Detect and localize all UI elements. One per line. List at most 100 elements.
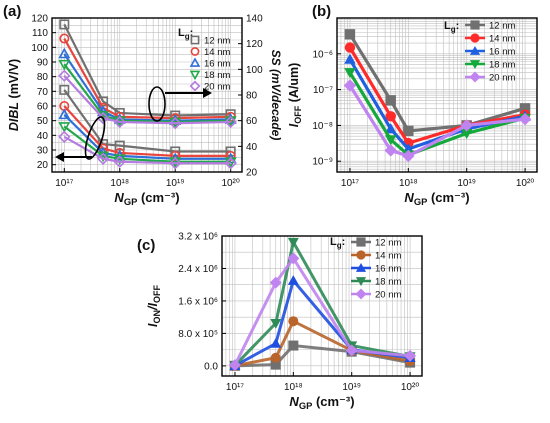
data-point [287,252,300,265]
data-point-dibl [58,108,71,120]
data-point-dibl [225,150,236,161]
legend-marker [356,250,366,260]
data-point [385,123,397,134]
x-tick-label: 10¹⁹ [166,178,185,189]
legend-label: 14 nm [489,34,515,45]
plot-frame [336,17,538,173]
data-point [269,276,282,289]
y-tick-label: 10⁻⁸ [312,121,333,132]
legend-label: 14 nm [204,47,230,58]
y-tick-label: 1.6 x 10⁶ [178,296,218,307]
legend-label: 12 nm [375,238,401,249]
y-tick-label: 0.0 [204,361,218,372]
legend-label: 20 nm [489,73,515,84]
data-point [344,29,356,40]
data-point [288,340,299,351]
y-tick-label: 50 [37,116,49,127]
y2-tick-label: 140 [246,14,263,25]
y-tick-label: 70 [37,87,49,98]
data-point [402,149,415,163]
x-tick-label: 10²⁰ [401,382,419,393]
data-point [343,79,357,92]
y-tick-label: 2.4 x 10⁶ [178,264,218,275]
data-point [287,237,299,248]
y2-axis-label: SS (mV/decade) [269,50,283,141]
y-tick-label: 120 [31,14,48,25]
x-tick-label: 10¹⁷ [55,178,73,189]
x-tick-label: 10¹⁹ [342,382,361,393]
y-tick-label: 110 [32,28,48,39]
legend-title: Lg: [330,236,345,250]
data-point-dibl [59,84,70,95]
x-tick-label: 10¹⁹ [457,178,476,189]
y-tick-label: 80 [37,72,49,83]
data-point-ss [224,115,237,129]
data-point [385,135,397,146]
data-point-dibl [58,122,71,133]
legend-label: 16 nm [375,264,401,275]
data-point [344,42,356,53]
y-tick-label: 10⁻⁷ [313,85,333,96]
series-line-ss [63,53,231,122]
legend-label: 16 nm [489,47,515,58]
legend-title: Lg: [444,20,459,34]
y2-tick-label: 80 [246,91,258,102]
legend-marker [356,237,366,247]
data-point-ss [59,19,70,30]
chart-panel: 10¹⁷ 10¹⁸ 10¹⁹ 10²⁰ 0.0 8.0 x 10⁵ 1.6 x 10⁶ 2.4… [137,232,423,411]
data-point [460,119,473,132]
y-tick-label: 40 [37,131,49,142]
panel-label: (c) [137,237,155,254]
legend-marker [355,262,367,272]
legend-marker [469,60,481,70]
annotation-ellipse-left [84,116,106,160]
legend-marker [469,71,481,83]
plot-frame [221,235,423,377]
data-point [384,144,397,157]
legend-marker [470,20,480,30]
x-axis-label: NGP (cm⁻³) [289,394,354,411]
series-line-ss [63,75,231,125]
data-point [287,275,299,285]
data-point [270,318,282,329]
data-point-dibl [58,130,71,143]
panel-label: (b) [312,3,331,20]
series-line [348,71,526,157]
data-point-dibl [113,155,126,168]
panel-label: (a) [3,3,21,20]
data-point [385,95,396,106]
x-tick-label: 10¹⁸ [399,178,418,189]
legend-marker [355,277,367,287]
data-point-ss [58,69,71,82]
data-point [288,316,299,327]
series-line-dibl [63,135,231,165]
chart-panel: 10¹⁷ 10¹⁸ 10¹⁹ 10²⁰ 10⁻⁹ 10⁻⁸ 10⁻⁷ 10⁻⁶ NGP (cm⁻… [287,3,538,207]
data-point-dibl [169,157,182,170]
x-axis-label: NGP (cm⁻³) [404,190,469,207]
y-tick-label: 8.0 x 10⁵ [178,329,218,340]
legend-label: 20 nm [375,290,401,301]
data-point [344,68,356,79]
y2-tick-label: 20 [246,168,258,179]
y-axis-label: IOFF (A/um) [287,63,303,128]
y2-tick-label: 100 [246,65,263,76]
data-point [344,53,356,64]
y-tick-label: 60 [37,102,49,113]
legend-marker [189,70,201,81]
y-tick-label: 10⁻⁶ [312,49,333,60]
data-point [385,111,396,122]
data-point-dibl [96,152,110,165]
y-tick-label: 90 [37,58,49,69]
legend-marker [190,47,200,56]
legend-marker [470,33,480,43]
data-point-ss [59,33,70,44]
data-point [403,125,414,137]
annotation-arrowhead-left [55,152,64,162]
y-axis-label: DIBL (mV/V) [7,59,21,131]
legend-marker [189,57,201,67]
y2-tick-label: 120 [246,39,263,50]
data-point [270,352,281,363]
series-line-dibl [63,125,231,163]
